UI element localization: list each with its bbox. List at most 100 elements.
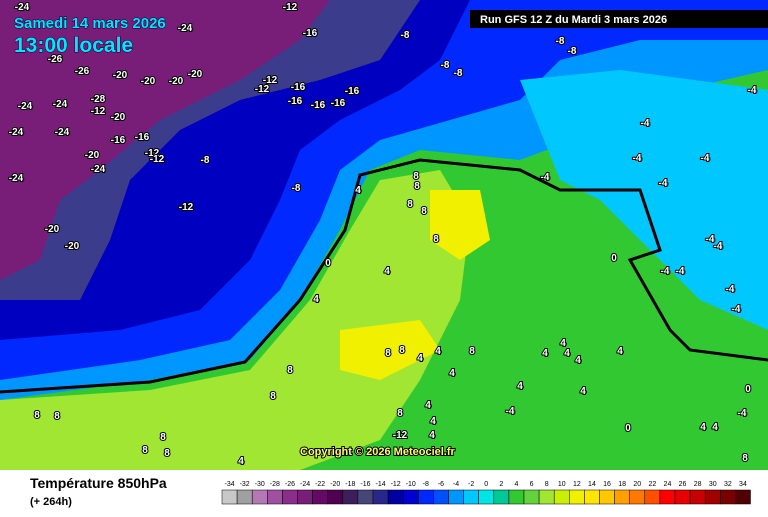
legend-swatch: [735, 489, 751, 505]
legend-value: 20: [633, 481, 641, 488]
warm-core: [340, 190, 490, 380]
isotherm-label: -16: [303, 28, 318, 39]
isotherm-label: -16: [311, 100, 326, 111]
legend-swatch: [493, 489, 510, 505]
isotherm-label: -20: [113, 70, 128, 81]
isotherm-label: 4: [313, 294, 319, 305]
cold-zone-5: [0, 0, 330, 280]
legend-swatch: [282, 489, 298, 505]
isotherm-label: -24: [178, 23, 193, 34]
legend-swatch: [644, 489, 661, 505]
legend-value: 12: [573, 481, 581, 488]
legend-swatch: [448, 489, 464, 505]
isotherm-label: 4: [435, 346, 441, 357]
isotherm-label: 8: [469, 346, 475, 357]
isotherm-label: -24: [9, 127, 24, 138]
isotherm-label: 4: [560, 338, 566, 349]
isotherm-label: -20: [141, 76, 156, 87]
legend-value: -22: [315, 481, 325, 488]
isotherm-label: -4: [701, 153, 710, 164]
isotherm-label: -12: [255, 84, 270, 95]
isotherm-label: 8: [270, 391, 276, 402]
legend-value: -32: [240, 481, 250, 488]
legend-swatch: [402, 489, 419, 505]
run-box: [470, 10, 768, 28]
legend-swatch: [387, 489, 404, 505]
isotherm-label: 8: [287, 365, 293, 376]
isotherm-label: -8: [292, 183, 301, 194]
date: Samedi 14 mars 2026: [14, 15, 166, 32]
legend-swatch: [372, 489, 389, 505]
isotherm-label: -4: [661, 266, 670, 277]
legend-swatch: [478, 489, 495, 505]
isotherm-label: -4: [726, 284, 735, 295]
isotherm-label: 8: [399, 345, 405, 356]
time: 13:00 locale: [14, 34, 133, 57]
legend-swatch: [312, 489, 328, 505]
isotherm-label: 4: [700, 422, 706, 433]
isotherm-label: 4: [238, 456, 244, 467]
legend-swatch: [523, 489, 540, 505]
isotherm-label: -20: [169, 76, 184, 87]
legend-swatch: [251, 489, 268, 505]
legend-title: Température 850hPa: [30, 475, 167, 491]
isotherm-label: 4: [429, 430, 435, 441]
isotherm-label: 8: [160, 432, 166, 443]
isotherm-label: -12: [150, 154, 165, 165]
isotherm-label: -12: [263, 75, 278, 86]
isotherm-label: 4: [430, 416, 436, 427]
isotherm-label: 8: [54, 411, 60, 422]
isotherm-label: -24: [91, 164, 106, 175]
isotherm-label: -8: [441, 60, 450, 71]
legend-swatch: [689, 489, 706, 505]
isotherm-label: 4: [712, 422, 718, 433]
isotherm-label: 8: [34, 410, 40, 421]
isotherm-label: -8: [454, 68, 463, 79]
isotherm-label: -20: [111, 112, 126, 123]
legend-swatch: [418, 489, 434, 505]
isotherm-label: 0: [625, 423, 631, 434]
isotherm-label: -16: [111, 135, 126, 146]
isotherm-label: 8: [407, 199, 413, 210]
legend-value: -12: [391, 481, 401, 488]
legend-value: -10: [406, 481, 416, 488]
isotherm-label: 4: [517, 381, 523, 392]
legend-value: 0: [484, 481, 488, 488]
isotherm-label: -24: [18, 101, 33, 112]
legend-swatch: [463, 489, 479, 505]
legend-value: 26: [679, 481, 687, 488]
legend-value: -20: [330, 481, 340, 488]
isotherm-label: -4: [706, 234, 715, 245]
legend-value: 28: [694, 481, 702, 488]
legend-value: 34: [739, 481, 747, 488]
legend-value: -6: [438, 481, 444, 488]
isotherm-label: -4: [633, 153, 642, 164]
legend-swatch: [720, 489, 736, 505]
isotherm-label: -26: [75, 66, 90, 77]
legend-value: -8: [423, 481, 429, 488]
isotherm-label: -20: [188, 69, 203, 80]
isotherm-label: -24: [9, 173, 24, 184]
legend-value: 6: [530, 481, 534, 488]
legend-swatch: [267, 489, 283, 505]
legend-swatch: [433, 489, 449, 505]
legend-value: 4: [514, 481, 518, 488]
legend-value: 14: [588, 481, 596, 488]
isotherm-label: -12: [145, 148, 160, 159]
legend-swatch: [538, 489, 555, 505]
isotherm-label: 8: [742, 453, 748, 464]
legend-swatch: [674, 489, 691, 505]
isotherm-label: 0: [611, 253, 617, 264]
isotherm-label: 4: [425, 400, 431, 411]
isotherm-label: 8: [433, 234, 439, 245]
isotherm-label: -12: [91, 106, 106, 117]
isotherm-label: -4: [676, 266, 685, 277]
legend-value: -30: [255, 481, 265, 488]
legend-swatch: [357, 489, 374, 505]
legend-swatch: [599, 489, 615, 505]
legend-swatch: [327, 489, 344, 505]
legend-value: 2: [499, 481, 503, 488]
copyright: Copyright © 2026 Meteociel.fr: [300, 446, 456, 458]
isotherm-label: 4: [617, 346, 623, 357]
legend-value: 22: [648, 481, 656, 488]
